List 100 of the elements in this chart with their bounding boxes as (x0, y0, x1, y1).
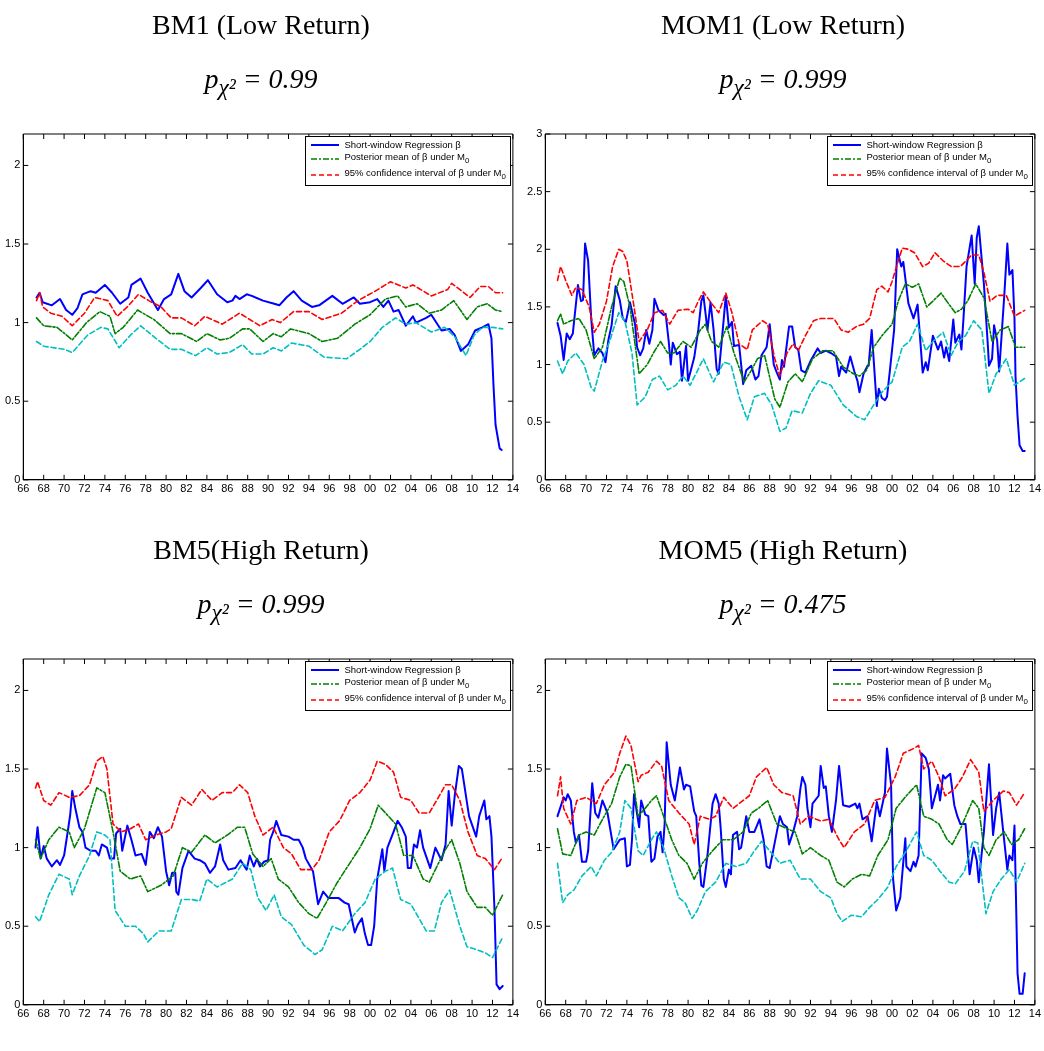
x-tick-label: 82 (180, 1007, 193, 1020)
x-tick-label: 90 (783, 1007, 797, 1020)
x-tick-label: 08 (445, 1007, 458, 1020)
x-tick-label: 80 (681, 482, 695, 495)
legend-label: Short-window Regression β (866, 664, 983, 676)
x-tick-label: 68 (37, 482, 50, 495)
x-tick-label: 74 (620, 1007, 634, 1020)
x-tick-label: 14 (1028, 1007, 1042, 1020)
line-series (556, 799, 1026, 923)
x-tick-label: 00 (885, 482, 899, 495)
x-tick-label: 96 (845, 482, 858, 495)
line-series (556, 277, 1026, 408)
x-tick-label: 78 (139, 1007, 152, 1020)
x-tick-label: 66 (539, 1007, 552, 1020)
x-tick-label: 02 (906, 1007, 919, 1020)
x-tick-label: 66 (17, 1007, 30, 1020)
x-tick-label: 04 (926, 482, 940, 495)
x-tick-label: 68 (559, 1007, 572, 1020)
x-tick-label: 92 (804, 1007, 817, 1020)
x-tick-label: 88 (763, 1007, 776, 1020)
x-tick-label: 96 (845, 1007, 858, 1020)
y-tick-label: 1 (14, 315, 21, 328)
x-tick-label: 10 (465, 482, 479, 495)
x-tick-label: 84 (722, 1007, 736, 1020)
x-tick-label: 96 (323, 1007, 336, 1020)
x-tick-label: 80 (681, 1007, 695, 1020)
x-tick-label: 06 (425, 1007, 438, 1020)
x-tick-label: 94 (302, 1007, 316, 1020)
x-tick-label: 98 (343, 482, 356, 495)
x-tick-label: 14 (506, 1007, 520, 1020)
x-tick-label: 94 (824, 1007, 838, 1020)
legend-label: 95% confidence interval of β under M$_{0}$ (344, 691, 506, 708)
y-tick-label: 2.5 (526, 184, 543, 197)
x-tick-label: 68 (37, 1007, 50, 1020)
x-tick-label: 84 (722, 482, 736, 495)
x-tick-label: 74 (620, 482, 634, 495)
x-tick-label: 68 (559, 482, 572, 495)
x-tick-label: 82 (702, 482, 715, 495)
x-tick-label: 98 (343, 1007, 356, 1020)
x-tick-label: 92 (804, 482, 817, 495)
x-tick-label: 86 (743, 482, 756, 495)
y-tick-label: 0.5 (526, 415, 543, 428)
x-tick-label: 86 (221, 1007, 234, 1020)
line-series (35, 280, 504, 327)
y-tick-label: 1 (536, 840, 543, 853)
chart-title: BM5(High Return) (152, 533, 370, 567)
line-series (556, 311, 1026, 433)
chart-title: BM1 (Low Return) (151, 8, 371, 42)
y-tick-label: 0 (14, 472, 21, 485)
x-tick-label: 06 (947, 1007, 960, 1020)
y-tick-label: 0.5 (526, 919, 543, 932)
x-tick-label: 08 (967, 482, 980, 495)
x-tick-label: 72 (78, 1007, 91, 1020)
x-tick-label: 92 (282, 482, 295, 495)
x-tick-label: 04 (926, 1007, 940, 1020)
x-tick-label: 04 (404, 1007, 418, 1020)
x-tick-label: 86 (221, 482, 234, 495)
x-tick-label: 08 (445, 482, 458, 495)
x-tick-label: 72 (600, 482, 613, 495)
legend-label: 95% confidence interval of β under M$_{0}$ (344, 166, 506, 183)
x-tick-label: 06 (947, 482, 960, 495)
x-tick-label: 10 (987, 1007, 1001, 1020)
x-tick-label: 70 (579, 482, 593, 495)
x-tick-label: 04 (404, 482, 418, 495)
chart-subtitle: p$_{χ²}$ = 0.999 (195, 587, 326, 627)
y-tick-label: 1.5 (4, 762, 21, 775)
chart-subtitle: p$_{χ²}$ = 0.475 (717, 587, 848, 627)
line-series (556, 763, 1026, 888)
x-tick-label: 90 (261, 1007, 275, 1020)
x-tick-label: 00 (363, 482, 377, 495)
x-tick-label: 14 (1028, 482, 1042, 495)
legend-label: Posterior mean of β under M$_{0}$ (866, 676, 992, 692)
x-tick-label: 06 (425, 482, 438, 495)
x-tick-label: 82 (180, 482, 193, 495)
legend-label: Short-window Regression β (344, 139, 461, 151)
x-tick-label: 74 (98, 482, 112, 495)
x-tick-label: 88 (763, 482, 776, 495)
y-tick-label: 1 (536, 357, 543, 370)
chart-subtitle: p$_{χ²}$ = 0.99 (202, 62, 319, 102)
y-tick-label: 0 (536, 997, 543, 1010)
y-tick-label: 0 (14, 997, 21, 1010)
line-series (556, 247, 1026, 377)
chart-title: MOM1 (Low Return) (659, 8, 907, 42)
x-tick-label: 00 (363, 1007, 377, 1020)
legend-label: Posterior mean of β under M$_{0}$ (344, 151, 470, 167)
x-tick-label: 80 (159, 482, 173, 495)
x-tick-label: 10 (987, 482, 1001, 495)
x-tick-label: 90 (783, 482, 797, 495)
x-tick-label: 70 (579, 1007, 593, 1020)
y-tick-label: 0 (536, 472, 543, 485)
x-tick-label: 12 (486, 1007, 499, 1020)
x-tick-label: 88 (241, 482, 254, 495)
x-tick-label: 12 (486, 482, 499, 495)
x-tick-label: 02 (384, 482, 397, 495)
y-tick-label: 1.5 (4, 237, 21, 250)
y-tick-label: 0.5 (4, 919, 21, 932)
x-tick-label: 10 (465, 1007, 479, 1020)
y-tick-label: 1.5 (526, 762, 543, 775)
x-tick-label: 78 (661, 482, 674, 495)
x-tick-label: 80 (159, 1007, 173, 1020)
